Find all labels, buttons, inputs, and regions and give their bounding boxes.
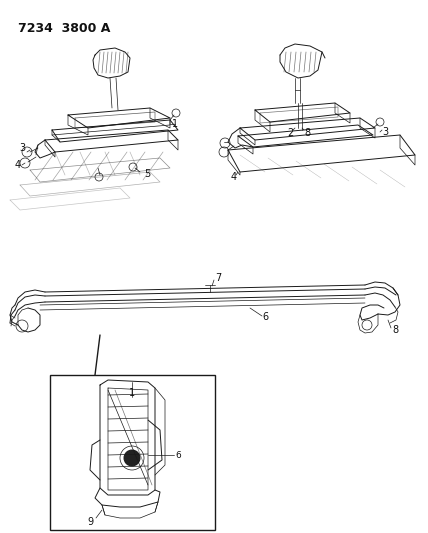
Text: 1: 1 xyxy=(129,388,135,398)
Circle shape xyxy=(124,450,140,466)
Text: 7234  3800 A: 7234 3800 A xyxy=(18,22,110,35)
Bar xyxy=(50,375,215,530)
Text: 7: 7 xyxy=(215,273,221,283)
Text: 6: 6 xyxy=(175,450,181,459)
Text: 4: 4 xyxy=(15,160,21,170)
Text: 6: 6 xyxy=(262,312,268,322)
Text: 5: 5 xyxy=(144,169,150,179)
Text: 2: 2 xyxy=(287,128,293,138)
Text: 8: 8 xyxy=(392,325,398,335)
Text: 3: 3 xyxy=(382,127,388,137)
Text: 8: 8 xyxy=(304,128,310,138)
Text: 3: 3 xyxy=(19,143,25,153)
Text: 4: 4 xyxy=(231,172,237,182)
Text: 9: 9 xyxy=(87,517,93,527)
Text: 1: 1 xyxy=(172,119,178,129)
